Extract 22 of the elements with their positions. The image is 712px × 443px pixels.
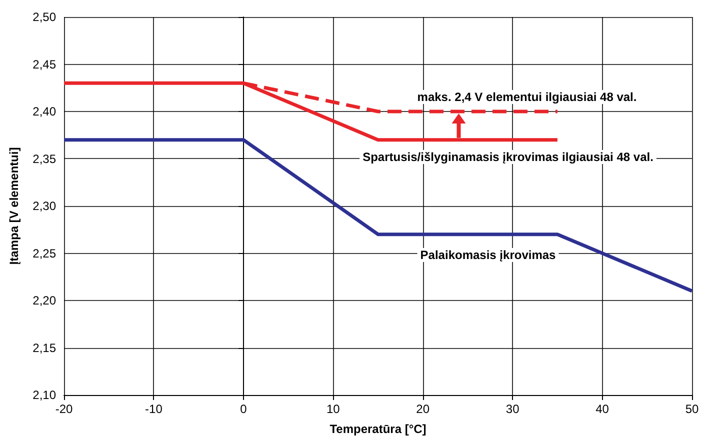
y-tick-label: 2,20 (32, 294, 56, 308)
y-axis-title: Įtampa [V elementui] (7, 147, 21, 265)
x-tick-label: 0 (240, 402, 248, 416)
y-tick-label: 2,30 (32, 199, 56, 213)
x-tick-label: 50 (685, 402, 699, 416)
y-tick-label: 2,10 (32, 388, 56, 402)
y-tick-label: 2,45 (32, 57, 56, 72)
x-tick-label: -20 (55, 402, 73, 416)
x-tick-label: 30 (506, 402, 520, 416)
x-tick-label: -10 (145, 402, 163, 416)
x-tick-label: 20 (416, 402, 430, 416)
x-axis-title: Temperatūra [°C] (330, 422, 426, 436)
y-tick-label: 2,50 (32, 10, 56, 24)
x-tick-label: 40 (596, 402, 610, 416)
y-tick-label: 2,35 (32, 152, 56, 166)
y-tick-label: 2,25 (32, 246, 56, 260)
annotation: Spartusis/išlyginamasis įkrovimas ilgiausiai 48 val. (362, 150, 654, 164)
annotation: Palaikomasis įkrovimas (420, 248, 556, 262)
annotation: maks. 2,4 V elementui ilgiausiai 48 val. (417, 90, 637, 104)
y-tick-label: 2,15 (32, 340, 56, 355)
x-tick-label: 10 (326, 402, 340, 416)
y-tick-label: 2,40 (32, 104, 56, 118)
